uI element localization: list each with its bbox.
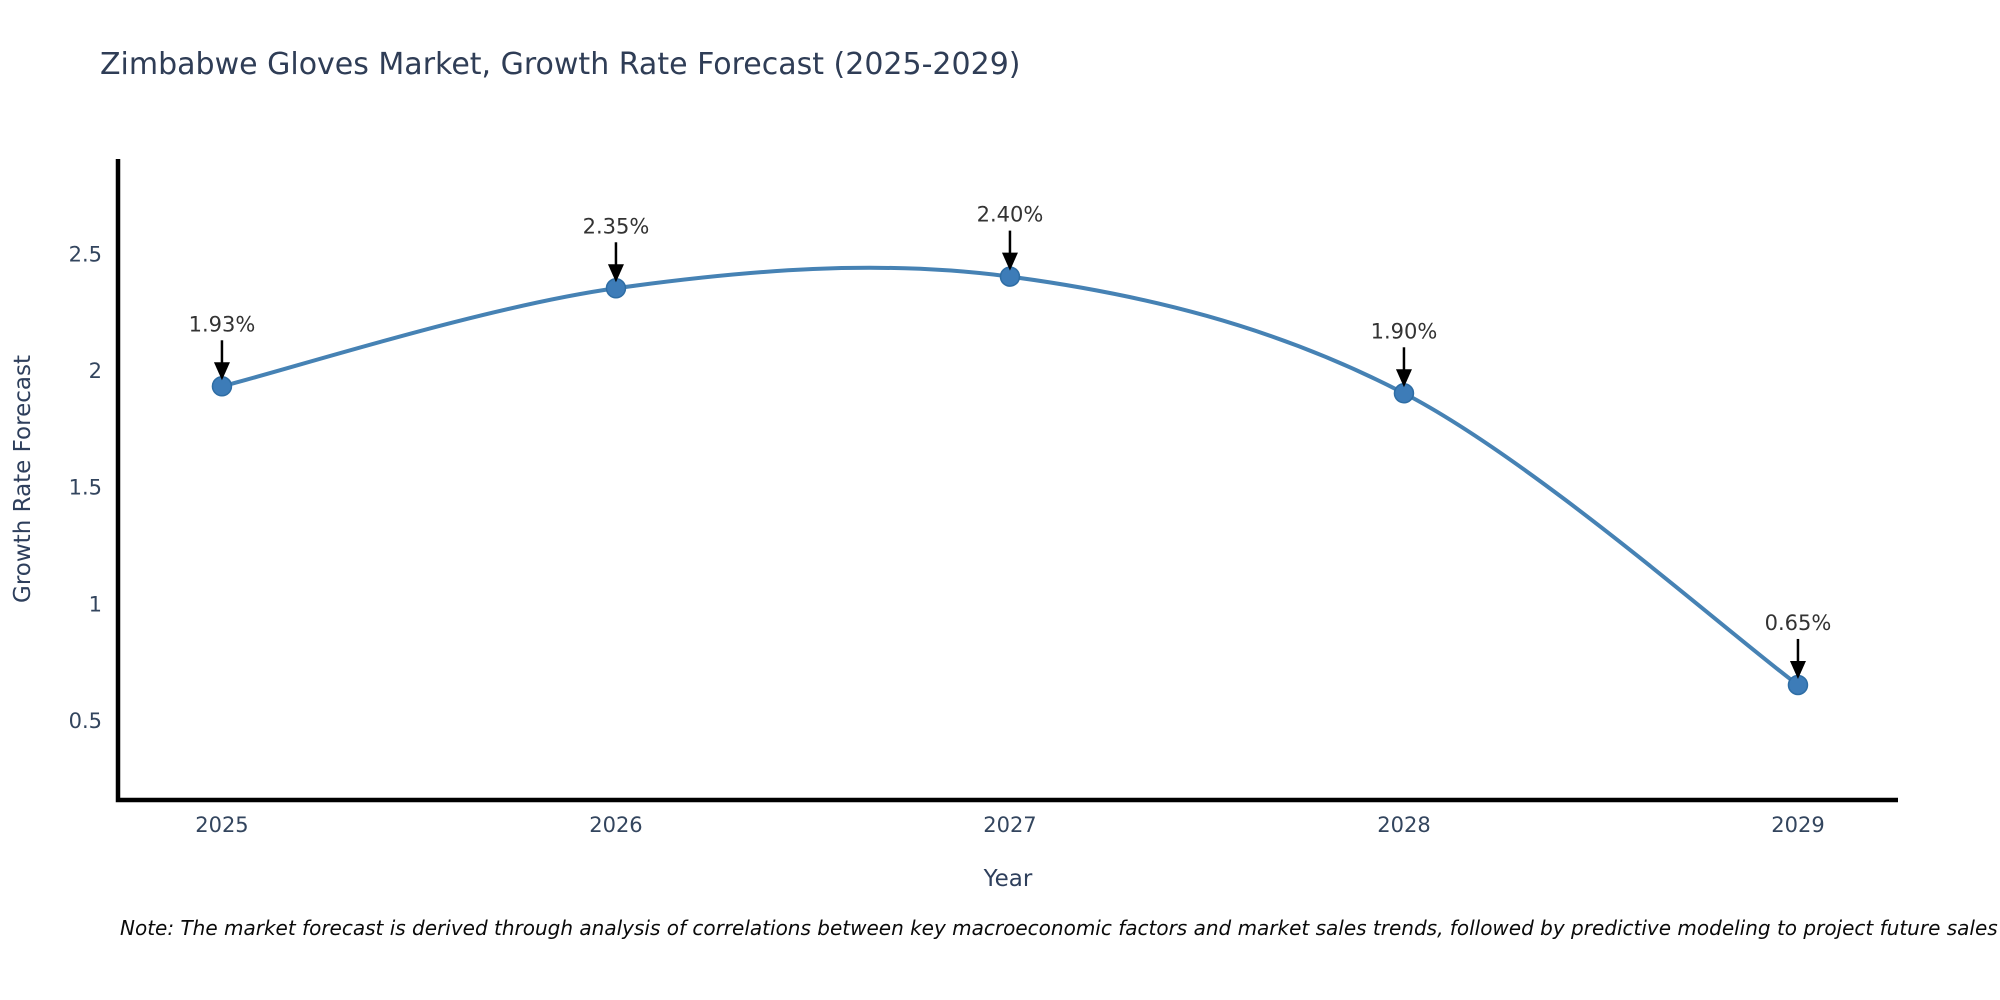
annotation-arrow-head xyxy=(1001,252,1018,271)
y-tick-label: 2.5 xyxy=(69,242,102,266)
series-line xyxy=(221,265,1800,687)
annotation-arrow-head xyxy=(1395,369,1412,388)
y-tick-label: 0.5 xyxy=(69,709,102,733)
point-label: 1.93% xyxy=(189,312,256,336)
point-label: 2.35% xyxy=(583,214,650,238)
annotation-arrow-head xyxy=(607,264,624,283)
point-label: 1.90% xyxy=(1371,319,1438,343)
y-tick-label: 1 xyxy=(89,592,102,616)
point-label: 2.40% xyxy=(977,203,1044,227)
y-axis-title: Growth Rate Forecast xyxy=(10,355,36,603)
annotation-arrow-head xyxy=(1789,660,1806,679)
chart-title: Zimbabwe Gloves Market, Growth Rate Fore… xyxy=(100,47,1021,82)
x-tick-label: 2027 xyxy=(983,813,1036,837)
y-tick-label: 1.5 xyxy=(69,476,102,500)
annotation-arrow-head xyxy=(213,362,230,381)
point-label: 0.65% xyxy=(1765,611,1832,635)
x-axis-title: Year xyxy=(983,866,1033,892)
x-tick-label: 2029 xyxy=(1771,813,1824,837)
axis-spines xyxy=(115,159,1898,803)
x-tick-label: 2025 xyxy=(195,813,248,837)
footnote: Note: The market forecast is derived thr… xyxy=(120,916,1998,940)
x-tick-label: 2026 xyxy=(589,813,642,837)
x-tick-label: 2028 xyxy=(1377,813,1430,837)
y-tick-label: 2 xyxy=(89,359,102,383)
